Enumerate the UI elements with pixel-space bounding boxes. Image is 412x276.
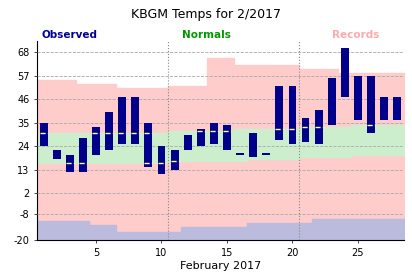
Bar [393, 97, 401, 120]
Bar [40, 123, 47, 146]
Bar [262, 153, 270, 155]
Bar [210, 123, 218, 144]
Bar [249, 133, 257, 157]
Text: Records: Records [332, 30, 379, 40]
Bar [367, 76, 375, 133]
Bar [236, 153, 244, 155]
Bar [315, 110, 323, 144]
Text: Observed: Observed [41, 30, 97, 40]
Bar [53, 150, 61, 159]
Bar [66, 155, 74, 172]
Bar [197, 129, 205, 146]
Bar [105, 112, 113, 150]
Bar [184, 136, 192, 150]
Bar [157, 146, 165, 174]
Bar [131, 97, 139, 144]
Bar [341, 48, 349, 97]
Bar [302, 118, 309, 142]
Text: KBGM Temps for 2/2017: KBGM Temps for 2/2017 [131, 8, 281, 21]
Bar [118, 97, 126, 144]
Bar [275, 86, 283, 140]
Bar [223, 125, 231, 150]
Bar [171, 150, 178, 170]
Text: Normals: Normals [182, 30, 230, 40]
Bar [328, 78, 336, 125]
X-axis label: February 2017: February 2017 [180, 261, 261, 270]
Bar [380, 97, 388, 120]
Bar [145, 123, 152, 168]
Bar [79, 137, 87, 172]
Bar [288, 86, 296, 144]
Bar [92, 127, 100, 155]
Bar [354, 76, 362, 120]
